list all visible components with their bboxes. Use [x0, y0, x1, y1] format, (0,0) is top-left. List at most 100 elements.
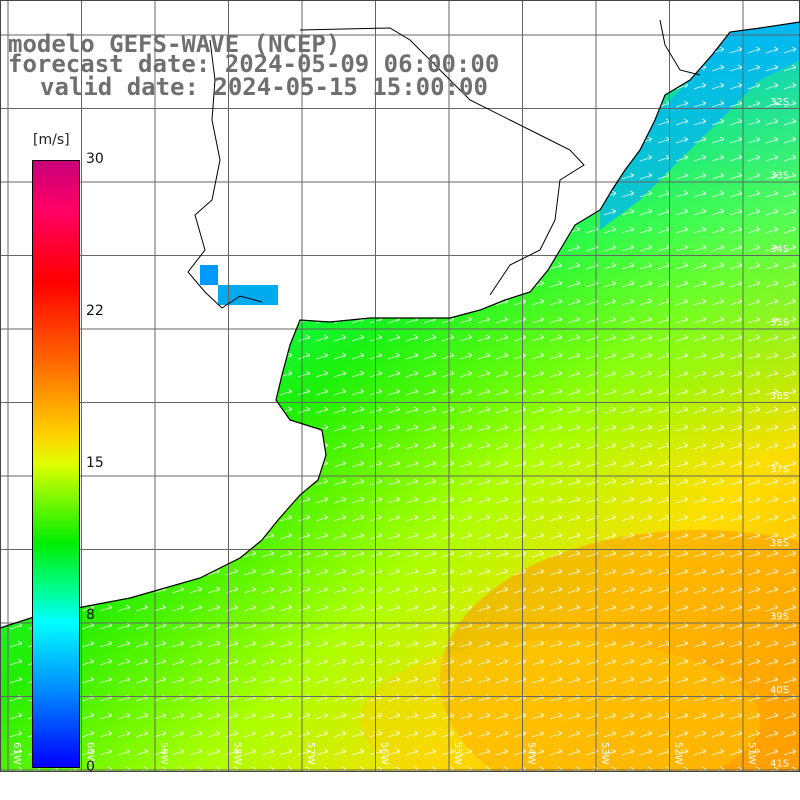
wind-arrow — [675, 226, 689, 234]
wind-arrow — [387, 550, 401, 558]
wind-arrow — [549, 298, 563, 306]
wind-arrow — [171, 730, 185, 738]
wind-arrow — [693, 658, 707, 666]
wind-arrow — [693, 514, 707, 522]
wind-arrow — [315, 496, 329, 504]
wind-arrow — [279, 730, 293, 738]
wind-arrow — [621, 226, 635, 234]
wind-arrow — [405, 640, 419, 648]
wind-arrow — [405, 460, 419, 468]
wind-arrow — [549, 550, 563, 558]
wind-arrow — [765, 424, 779, 432]
wind-arrow — [765, 460, 779, 468]
wind-arrow — [711, 262, 725, 270]
wind-arrow — [621, 208, 635, 216]
wind-arrow — [477, 334, 491, 342]
wind-arrow — [261, 748, 275, 756]
wind-arrow — [459, 460, 473, 468]
wind-arrow — [765, 280, 779, 288]
wind-arrow — [675, 604, 689, 612]
longitude-label: 52W — [673, 742, 684, 765]
wind-arrow — [549, 748, 563, 756]
wind-arrow — [531, 532, 545, 540]
wind-arrow — [297, 658, 311, 666]
wind-arrow — [693, 712, 707, 720]
wind-arrow — [675, 478, 689, 486]
wind-arrow — [387, 604, 401, 612]
wind-arrow — [621, 442, 635, 450]
wind-arrow — [729, 46, 743, 54]
wind-arrow — [639, 442, 653, 450]
wind-arrow — [153, 730, 167, 738]
wind-arrow — [693, 550, 707, 558]
wind-arrow — [135, 748, 149, 756]
model-title: modelo GEFS-WAVE (NCEP) — [8, 30, 341, 58]
wind-arrow — [243, 568, 257, 576]
wind-arrow — [621, 550, 635, 558]
wind-arrow — [675, 406, 689, 414]
wind-arrow — [711, 586, 725, 594]
wind-arrow — [729, 586, 743, 594]
wind-arrow — [441, 352, 455, 360]
longitude-label: 60W — [85, 742, 96, 765]
wind-arrow — [441, 478, 455, 486]
wind-arrow — [675, 352, 689, 360]
wind-arrow — [747, 496, 761, 504]
wind-arrow — [9, 748, 23, 756]
wind-arrow — [423, 442, 437, 450]
wind-arrow — [207, 730, 221, 738]
wind-arrow — [441, 496, 455, 504]
wind-arrow — [81, 712, 95, 720]
wind-arrow — [243, 586, 257, 594]
wind-arrow — [783, 658, 797, 666]
wind-arrow — [711, 712, 725, 720]
wind-arrow — [117, 748, 131, 756]
wind-arrow — [675, 730, 689, 738]
wind-arrow — [297, 748, 311, 756]
wind-arrow — [783, 46, 797, 54]
wind-arrow — [423, 586, 437, 594]
wind-arrow — [297, 586, 311, 594]
latitude-label: 35S — [770, 318, 789, 329]
wind-arrow — [441, 460, 455, 468]
wind-arrow — [405, 568, 419, 576]
wind-arrow — [135, 658, 149, 666]
wind-arrow — [729, 406, 743, 414]
wind-arrow — [207, 586, 221, 594]
wind-arrow — [531, 334, 545, 342]
wind-arrow — [423, 640, 437, 648]
wind-arrow — [765, 226, 779, 234]
wind-arrow — [603, 352, 617, 360]
wind-arrow — [783, 532, 797, 540]
wind-arrow — [639, 424, 653, 432]
wind-arrow — [333, 604, 347, 612]
wind-arrow — [747, 154, 761, 162]
wind-arrow — [549, 316, 563, 324]
wind-arrow — [171, 676, 185, 684]
wind-arrow — [765, 136, 779, 144]
wind-arrow — [567, 514, 581, 522]
wind-arrow — [477, 370, 491, 378]
wind-arrow — [639, 352, 653, 360]
wind-arrow — [765, 118, 779, 126]
wind-arrow — [693, 334, 707, 342]
wind-arrow — [477, 676, 491, 684]
wind-arrow — [783, 118, 797, 126]
wind-arrow — [261, 604, 275, 612]
wind-arrow — [621, 244, 635, 252]
wind-arrow — [549, 604, 563, 612]
wind-arrow — [333, 388, 347, 396]
wind-arrow — [459, 388, 473, 396]
wind-arrow — [243, 658, 257, 666]
wind-arrow — [783, 388, 797, 396]
latitude-label: 41S — [770, 759, 789, 770]
wind-arrow — [261, 586, 275, 594]
wind-arrow — [693, 640, 707, 648]
wind-arrow — [315, 568, 329, 576]
wind-arrow — [387, 748, 401, 756]
wind-arrow — [765, 352, 779, 360]
wind-arrow — [729, 424, 743, 432]
wind-arrow — [693, 460, 707, 468]
wind-arrow — [387, 586, 401, 594]
